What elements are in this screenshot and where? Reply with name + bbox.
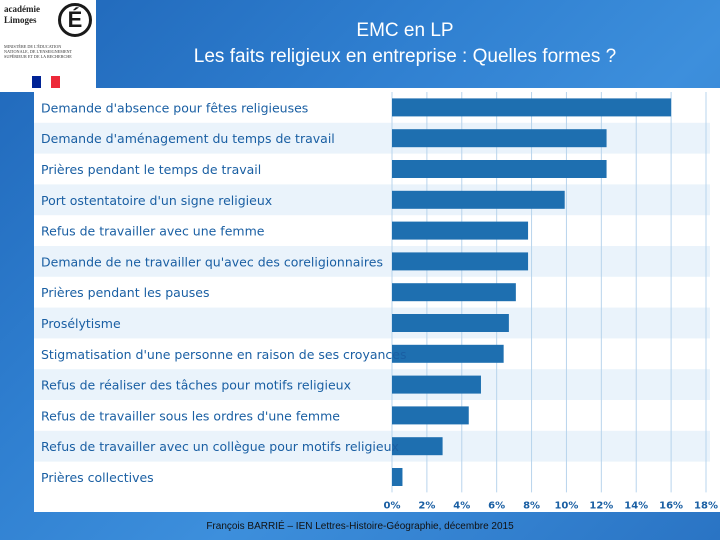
category-label: Port ostentatoire d'un signe religieux <box>41 193 272 208</box>
x-tick-label: 18% <box>694 500 718 511</box>
footer-credit: François BARRIÉ – IEN Lettres-Histoire-G… <box>206 521 514 532</box>
bar <box>392 190 565 209</box>
x-tick-label: 0% <box>384 500 401 511</box>
bar <box>392 468 403 486</box>
category-label: Demande d'absence pour fêtes religieuses <box>41 100 308 115</box>
bar-chart: Demande d'absence pour fêtes religieuses… <box>34 92 718 511</box>
bar <box>392 160 607 178</box>
category-label: Prières collectives <box>41 470 154 485</box>
bar <box>392 314 509 332</box>
x-tick-label: 6% <box>488 500 505 511</box>
category-label: Refus de réaliser des tâches pour motifs… <box>41 378 351 393</box>
flag-stripe-white <box>41 76 51 88</box>
category-label: Refus de travailler avec une femme <box>41 224 265 239</box>
flag-stripe-blue <box>32 76 42 88</box>
logo: académie Limoges É Ministère de l'Éducat… <box>0 0 96 92</box>
x-tick-label: 16% <box>659 500 683 511</box>
academie-name: académie Limoges <box>4 4 40 25</box>
row-band <box>34 430 710 462</box>
row-band <box>34 307 710 339</box>
title-line-1: EMC en LP <box>356 20 454 41</box>
x-tick-label: 4% <box>453 500 470 511</box>
category-label: Prières pendant le temps de travail <box>41 162 261 177</box>
category-label: Demande d'aménagement du temps de travai… <box>41 131 335 146</box>
academie-emblem-icon: É <box>58 3 92 37</box>
category-label: Stigmatisation d'une personne en raison … <box>41 347 407 362</box>
chart-panel: Demande d'absence pour fêtes religieuses… <box>34 88 720 512</box>
bar <box>392 252 529 271</box>
bar <box>392 129 607 148</box>
category-label: Refus de travailler avec un collègue pou… <box>41 439 399 454</box>
x-tick-label: 10% <box>554 500 578 511</box>
category-label: Prosélytisme <box>41 316 121 331</box>
bar <box>392 437 443 456</box>
category-label: Refus de travailler sous les ordres d'un… <box>41 408 340 423</box>
row-band <box>34 369 710 400</box>
x-tick-label: 8% <box>523 500 540 511</box>
bar <box>392 344 504 363</box>
flag-stripe-red <box>50 76 60 88</box>
bar <box>392 283 516 302</box>
title-line-2: Les faits religieux en entreprise : Quel… <box>193 46 617 67</box>
category-label: Prières pendant les pauses <box>41 285 209 300</box>
bar <box>392 98 672 117</box>
bar <box>392 221 529 240</box>
x-tick-label: 14% <box>624 500 648 511</box>
category-label: Demande de ne travailler qu'avec des cor… <box>41 254 383 269</box>
french-flag-icon <box>32 76 60 88</box>
bar <box>392 375 481 394</box>
x-tick-label: 2% <box>418 500 435 511</box>
ministry-name: Ministère de l'Éducation nationale, de l… <box>4 44 73 59</box>
slide-title: EMC en LP Les faits religieux en entrepr… <box>100 18 710 70</box>
row-band <box>34 246 710 277</box>
x-tick-label: 12% <box>589 500 613 511</box>
row-band <box>34 184 710 216</box>
bar <box>392 406 469 425</box>
